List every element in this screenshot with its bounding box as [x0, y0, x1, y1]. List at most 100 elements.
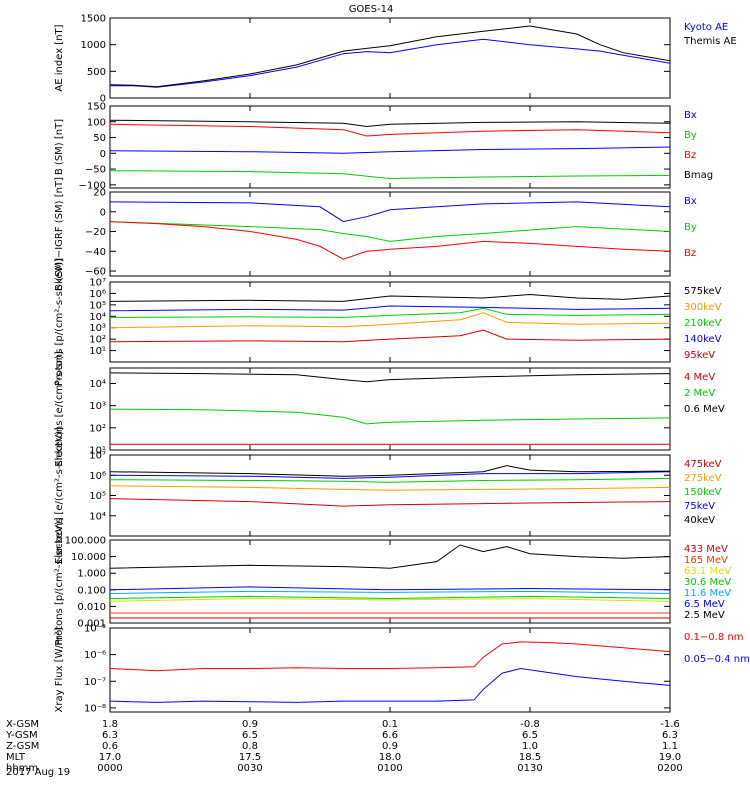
series-8-2 [109, 667, 671, 703]
ytick-label: 1500 [81, 14, 106, 25]
panel-frame [109, 17, 671, 99]
legend-entry: 0.05−0.4 nm [684, 654, 750, 665]
ylabel: Electrons [e/(cm²-s-sr-keV)] [54, 427, 65, 564]
ytick-label: 100 [87, 117, 106, 128]
ephem-label: hhmm [6, 763, 38, 774]
series-5-2 [109, 408, 671, 425]
series-3-1 [109, 201, 671, 223]
ytick-label: 10² [89, 335, 106, 346]
ytick-label: 10⁵ [89, 300, 106, 311]
panel-5: 10¹ 10² 10³ 10⁴ Electrons [e/(cm²-s-sr)] 4 Me… [54, 351, 725, 467]
ytick-label: 1.000 [77, 569, 106, 580]
legend-entry: By [684, 130, 697, 141]
ytick-label: 10⁻⁶ [84, 650, 106, 661]
ytick-label: 0.100 [77, 585, 106, 596]
ytick-label: 10⁴ [89, 379, 106, 390]
ephem-value: 19.0 [659, 752, 681, 763]
ytick-label: 10⁶ [89, 471, 106, 482]
ytick-label: 10⁻⁷ [84, 677, 106, 688]
panel-frame [109, 539, 671, 624]
ephem-value: 0.9 [382, 741, 398, 752]
ephem-value: 1.8 [102, 719, 118, 730]
legend-entry: 300keV [684, 302, 722, 313]
legend-entry: 30.6 MeV [684, 577, 731, 588]
legend-entry: 75keV [684, 501, 715, 512]
ytick-label: 10⁷ [89, 278, 106, 289]
ytick-label: 10¹ [89, 446, 106, 457]
series-1-2 [109, 25, 671, 88]
legend-entry: 0.1−0.8 nm [684, 632, 743, 643]
date-label: 2017 Aug 19 [6, 767, 70, 778]
series-4-4 [109, 305, 671, 312]
legend-entry: Themis AE [683, 36, 737, 47]
legend-entry: By [684, 222, 697, 233]
legend-entry: 63.1 MeV [684, 566, 731, 577]
ephem-value: 0030 [237, 763, 262, 774]
panel-7: 0.001 0.010 0.100 1.000 10.000 100.000Protons… [54, 517, 731, 645]
ephem-value: 0.9 [242, 719, 258, 730]
ytick-label: 10⁻⁵ [84, 624, 106, 635]
ephem-label: X-GSM [6, 719, 39, 730]
ephem-value: 0.8 [242, 741, 258, 752]
ytick-label: 10⁵ [89, 491, 106, 502]
ytick-label: −60 [85, 267, 106, 278]
ytick-label: 0 [100, 207, 106, 218]
figure-title: GOES-14 [349, 4, 394, 15]
ytick-label: 0 [100, 149, 106, 160]
legend-entry: 2 MeV [684, 388, 715, 399]
series-8-1 [109, 641, 671, 672]
series-5-3 [109, 372, 671, 383]
ephem-value: 6.6 [382, 730, 398, 741]
legend-entry: 475keV [684, 459, 722, 470]
ephem-value: 17.5 [239, 752, 261, 763]
ephem-value: 0.1 [382, 719, 398, 730]
series-7-6 [109, 586, 671, 591]
ytick-label: 0.001 [77, 619, 106, 630]
ylabel: B (SM)−IGRF (SM) [nT] [54, 177, 65, 291]
ephem-value: 1.0 [522, 741, 538, 752]
series-2-4 [109, 119, 671, 128]
panel-frame [109, 281, 671, 363]
legend-entry: 210keV [684, 318, 722, 329]
series-6-4 [109, 471, 671, 479]
ylabel: Electrons [e/(cm²-s-sr)] [54, 351, 65, 467]
legend-entry: 140keV [684, 334, 722, 345]
ephem-value: 1.1 [662, 741, 678, 752]
panel-2: −100 −50 0 50 100 150 B (SM) [nT] Bx By Bz Bmag [54, 102, 713, 192]
series-6-1 [109, 498, 671, 507]
legend-entry: 165 MeV [684, 555, 728, 566]
ytick-label: 10³ [89, 401, 106, 412]
legend-entry: Bx [684, 110, 697, 121]
ylabel: Protons [p/(cm²-s-sr-keV)] [54, 517, 65, 645]
legend-entry: 575keV [684, 286, 722, 297]
series-4-1 [109, 293, 671, 302]
ephem-value: 18.0 [379, 752, 401, 763]
ytick-label: 20 [93, 188, 106, 199]
ytick-label: 500 [87, 67, 106, 78]
series-2-3 [109, 123, 671, 137]
ytick-label: 100.000 [65, 536, 106, 547]
ytick-label: 10.000 [71, 552, 106, 563]
legend-entry: Bz [684, 248, 696, 259]
ylabel: AE index [nT] [54, 24, 65, 91]
legend-entry: 2.5 MeV [684, 610, 725, 621]
legend-entry: 40keV [684, 515, 715, 526]
series-7-3 [109, 597, 671, 602]
series-7-5 [109, 590, 671, 594]
ylabel: Protons [p/(cm²-s-sr-keV)] [54, 258, 65, 386]
series-6-5 [109, 465, 671, 477]
panel-frame [109, 454, 671, 537]
ytick-label: 10⁷ [89, 451, 106, 462]
series-3-3 [109, 221, 671, 260]
ephem-value: 6.5 [522, 730, 538, 741]
series-7-4 [109, 595, 671, 600]
ephem-value: 18.5 [519, 752, 541, 763]
ytick-label: 1000 [81, 40, 106, 51]
ephem-label: MLT [6, 752, 26, 763]
ephem-value: 0.6 [102, 741, 118, 752]
ytick-label: 10⁶ [89, 289, 106, 300]
ephem-value: -0.8 [520, 719, 540, 730]
ytick-label: 10² [89, 423, 106, 434]
ytick-label: 10⁻⁸ [84, 703, 106, 714]
